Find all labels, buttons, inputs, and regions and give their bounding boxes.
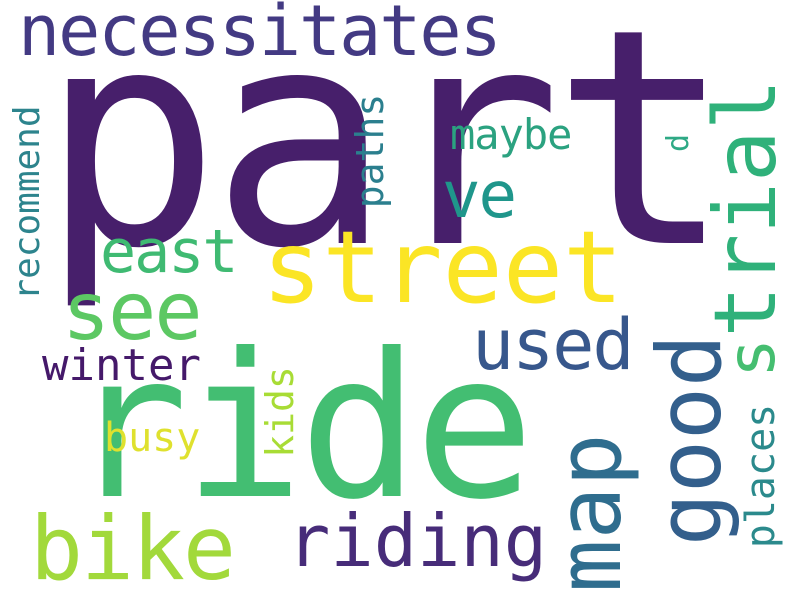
word-east: east bbox=[100, 217, 238, 287]
word-trial-text: trial bbox=[696, 78, 796, 338]
word-map: map bbox=[538, 428, 641, 598]
word-places-text: places bbox=[738, 403, 784, 549]
word-recommend: recommend bbox=[7, 72, 48, 334]
word-paths-text: paths bbox=[348, 93, 392, 209]
word-kids: kids bbox=[258, 354, 302, 470]
word-recommend-text: recommend bbox=[7, 105, 48, 301]
word-d: d bbox=[661, 126, 696, 160]
word-bike: bike bbox=[30, 497, 236, 600]
word-paths: paths bbox=[348, 78, 392, 224]
word-busy: busy bbox=[104, 415, 201, 461]
word-d-text: d bbox=[661, 133, 696, 153]
word-winter: winter bbox=[42, 340, 201, 391]
word-ve: ve bbox=[442, 159, 517, 233]
word-part: part bbox=[40, 0, 732, 314]
word-used: used bbox=[472, 304, 635, 386]
word-s: s bbox=[713, 318, 790, 398]
word-maybe: maybe bbox=[450, 110, 572, 159]
word-ride: ride bbox=[68, 311, 535, 544]
word-places: places bbox=[736, 396, 786, 556]
word-necessitates: necessitates bbox=[18, 0, 502, 72]
word-trial: trial bbox=[696, 58, 796, 358]
word-street: street bbox=[262, 209, 624, 326]
word-riding: riding bbox=[287, 499, 548, 583]
word-kids-text: kids bbox=[258, 366, 302, 458]
word-see: see bbox=[62, 265, 202, 358]
word-map-text: map bbox=[538, 433, 641, 593]
word-s-text: s bbox=[713, 338, 790, 378]
